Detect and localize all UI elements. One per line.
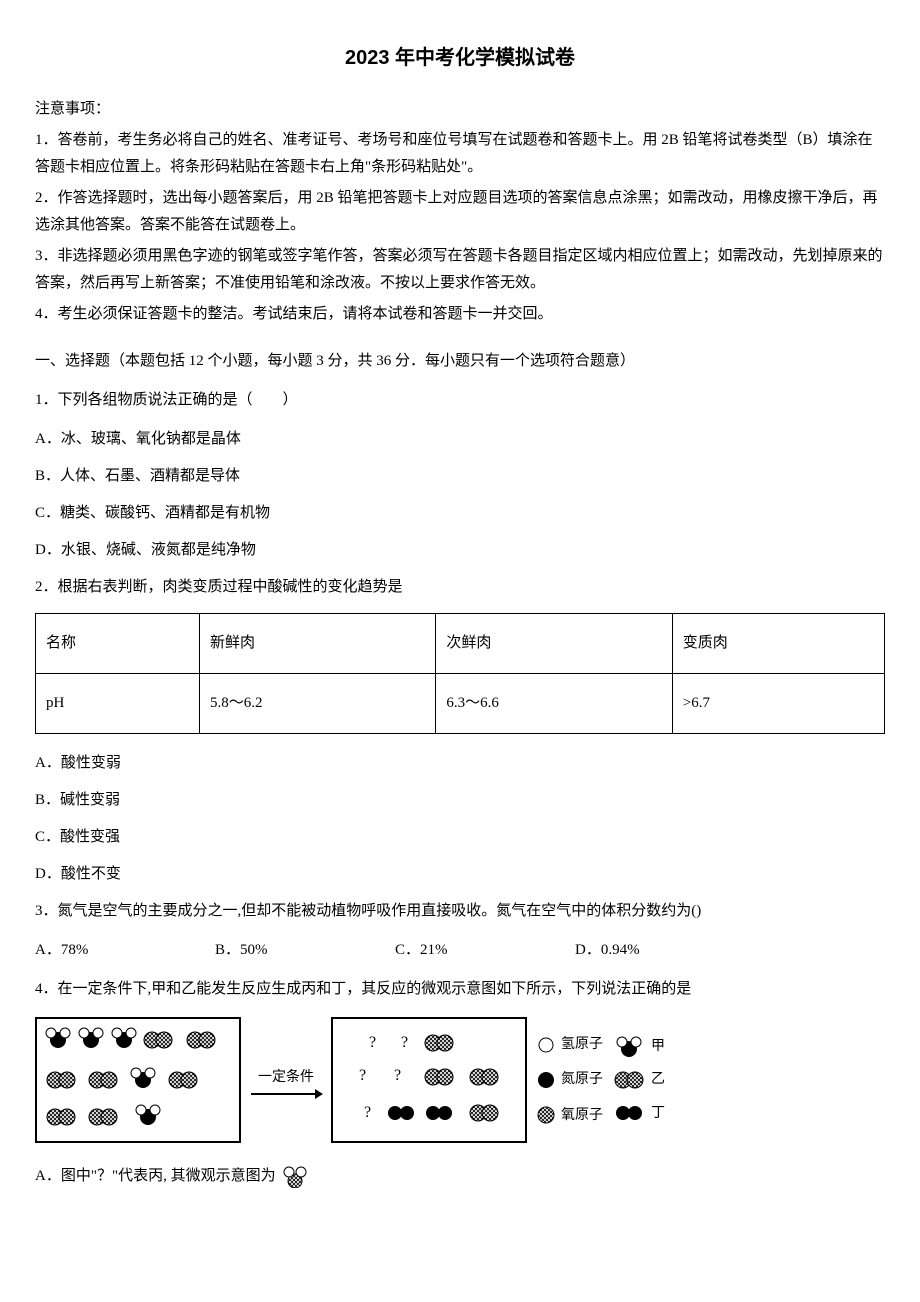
reaction-arrow: 一定条件: [251, 1065, 321, 1094]
table-cell: >6.7: [672, 674, 884, 734]
ding-molecule-icon: [613, 1104, 645, 1122]
q2-option-c: C．酸性变强: [35, 824, 885, 851]
q2-option-a: A．酸性变弱: [35, 750, 885, 777]
q3-stem: 3．氮气是空气的主要成分之一,但却不能被动植物呼吸作用直接吸收。氮气在空气中的体…: [35, 898, 885, 925]
mol-yi-label: 乙: [651, 1067, 665, 1092]
reactants-icon: [43, 1025, 233, 1135]
q1-option-c: C．糖类、碳酸钙、酒精都是有机物: [35, 500, 885, 527]
table-cell: 变质肉: [672, 614, 884, 674]
q4-option-a-text: A．图中"？"代表丙, 其微观示意图为: [35, 1163, 276, 1190]
reactants-box: [35, 1017, 241, 1143]
q2-table: 名称 新鲜肉 次鲜肉 变质肉 pH 5.8～6.2 6.3～6.6 >6.7: [35, 613, 885, 734]
q3-option-c: C．21%: [395, 937, 575, 964]
table-cell: 新鲜肉: [200, 614, 436, 674]
svg-text:?: ?: [359, 1067, 366, 1084]
table-cell: pH: [36, 674, 200, 734]
page-title: 2023 年中考化学模拟试卷: [35, 40, 885, 76]
notice-3: 3．非选择题必须用黑色字迹的钢笔或签字笔作答，答案必须写在答题卡各题目指定区域内…: [35, 243, 885, 297]
q2-option-d: D．酸性不变: [35, 861, 885, 888]
svg-text:?: ?: [394, 1067, 401, 1084]
table-row: 名称 新鲜肉 次鲜肉 变质肉: [36, 614, 885, 674]
q1-option-b: B．人体、石墨、酒精都是导体: [35, 463, 885, 490]
yi-molecule-icon: [613, 1070, 645, 1090]
q3-option-d: D．0.94%: [575, 937, 755, 964]
legend-n-label: 氮原子: [561, 1067, 603, 1092]
q4-diagram: 一定条件 ? ? ? ? ?: [35, 1017, 885, 1143]
table-row: pH 5.8～6.2 6.3～6.6 >6.7: [36, 674, 885, 734]
q2-option-b: B．碱性变弱: [35, 787, 885, 814]
mol-yi: 乙: [613, 1067, 665, 1092]
h-atom-icon: [537, 1036, 555, 1054]
products-box: ? ? ? ? ?: [331, 1017, 527, 1143]
q4-option-a: A．图中"？"代表丙, 其微观示意图为: [35, 1163, 885, 1190]
notice-header: 注意事项：: [35, 96, 885, 123]
q1-stem: 1．下列各组物质说法正确的是（ ）: [35, 387, 885, 414]
legend-h-label: 氢原子: [561, 1032, 603, 1057]
table-cell: 5.8～6.2: [200, 674, 436, 734]
jia-molecule-icon: [613, 1036, 645, 1058]
legend-n: 氮原子: [537, 1067, 603, 1092]
arrow-label: 一定条件: [251, 1065, 321, 1090]
molecule-legend: 甲 乙 丁: [613, 1034, 665, 1126]
q3-option-b: B．50%: [215, 937, 395, 964]
notice-1: 1．答卷前，考生务必将自己的姓名、准考证号、考场号和座位号填写在试题卷和答题卡上…: [35, 127, 885, 181]
table-cell: 次鲜肉: [436, 614, 672, 674]
legend-o-label: 氧原子: [561, 1103, 603, 1128]
mol-jia: 甲: [613, 1034, 665, 1059]
mol-ding: 丁: [613, 1101, 665, 1126]
section-1-header: 一、选择题（本题包括 12 个小题，每小题 3 分，共 36 分．每小题只有一个…: [35, 348, 885, 375]
mol-ding-label: 丁: [651, 1101, 665, 1126]
q1-option-d: D．水银、烧碱、液氮都是纯净物: [35, 537, 885, 564]
table-cell: 名称: [36, 614, 200, 674]
bing-molecule-icon: [280, 1166, 310, 1188]
table-cell: 6.3～6.6: [436, 674, 672, 734]
svg-text:?: ?: [364, 1104, 371, 1121]
q1-option-a: A．冰、玻璃、氧化钠都是晶体: [35, 426, 885, 453]
q3-option-a: A．78%: [35, 937, 215, 964]
n-atom-icon: [537, 1071, 555, 1089]
legend-o: 氧原子: [537, 1103, 603, 1128]
notice-2: 2．作答选择题时，选出每小题答案后，用 2B 铅笔把答题卡上对应题目选项的答案信…: [35, 185, 885, 239]
atom-legend: 氢原子 氮原子 氧原子: [537, 1032, 603, 1128]
mol-jia-label: 甲: [651, 1034, 665, 1059]
q2-stem: 2．根据右表判断，肉类变质过程中酸碱性的变化趋势是: [35, 574, 885, 601]
q3-options: A．78% B．50% C．21% D．0.94%: [35, 937, 885, 964]
legend-h: 氢原子: [537, 1032, 603, 1057]
products-icon: ? ? ? ? ?: [339, 1025, 519, 1135]
notice-4: 4．考生必须保证答题卡的整洁。考试结束后，请将本试卷和答题卡一并交回。: [35, 301, 885, 328]
o-atom-icon: [537, 1106, 555, 1124]
svg-text:?: ?: [369, 1034, 376, 1051]
svg-text:?: ?: [401, 1034, 408, 1051]
q4-stem: 4．在一定条件下,甲和乙能发生反应生成丙和丁，其反应的微观示意图如下所示，下列说…: [35, 976, 885, 1003]
